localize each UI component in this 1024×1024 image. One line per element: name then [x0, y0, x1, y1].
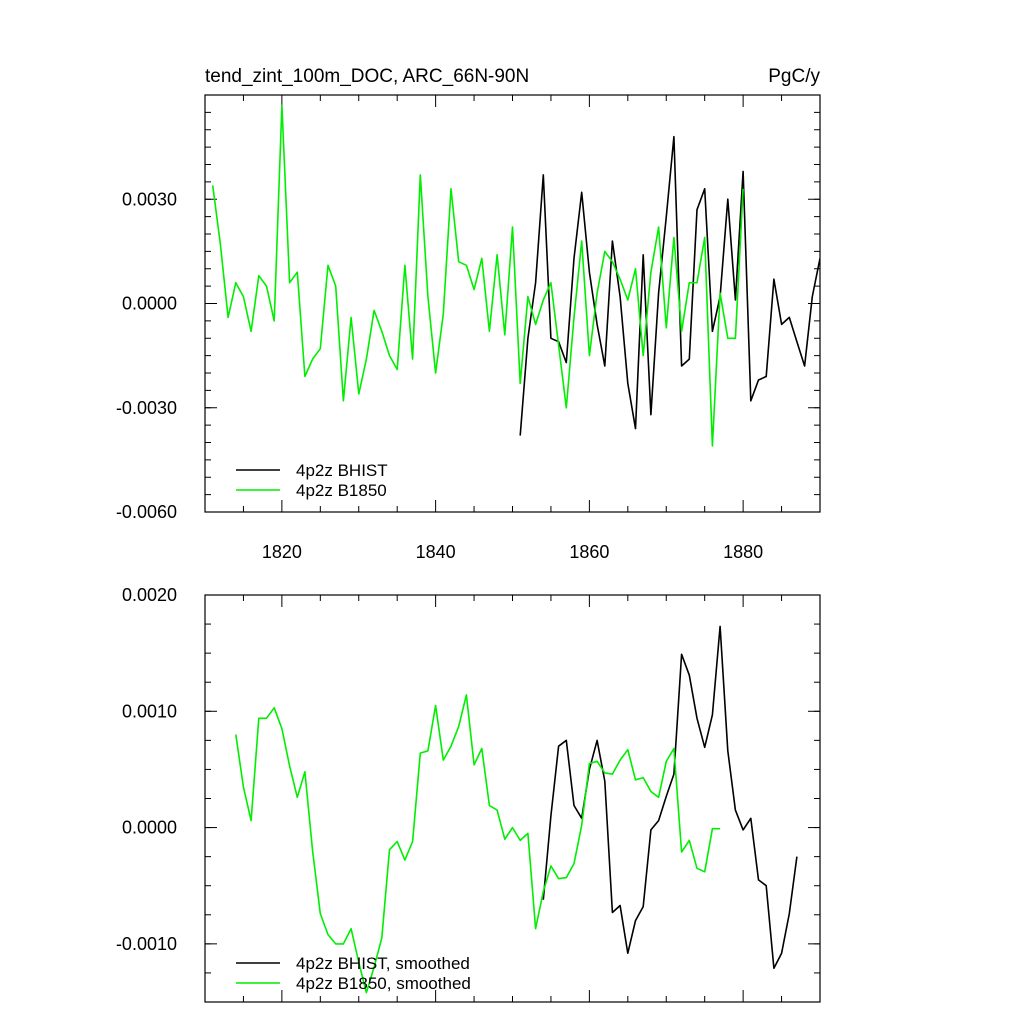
legend-label: 4p2z B1850 [296, 481, 387, 500]
x-tick-label: 1860 [569, 542, 609, 562]
bottom-panel: -0.0010 0.0000 0.0010 0.0020 4p2z BHIST, smo… [116, 585, 821, 1003]
series-line-bhist [519, 135, 820, 436]
y-tick-label: 0.0000 [122, 818, 177, 838]
plot-frame [204, 594, 821, 1003]
y-tick-label: 0.0030 [122, 189, 177, 209]
legend-label: 4p2z BHIST [296, 461, 388, 480]
y-tick-label: -0.0030 [116, 398, 177, 418]
y-tick-label: 0.0020 [122, 585, 177, 605]
y-tick-label: 0.0010 [122, 701, 177, 721]
y-tick-label: -0.0060 [116, 502, 177, 522]
x-tick-label: 1820 [262, 542, 302, 562]
x-tick-label: 1840 [416, 542, 456, 562]
legend-label: 4p2z B1850, smoothed [296, 974, 471, 993]
y-tick-label: -0.0010 [116, 934, 177, 954]
plot-frame [204, 94, 821, 513]
legend-label: 4p2z BHIST, smoothed [296, 954, 470, 973]
series-line-b1850 [235, 694, 721, 994]
chart-units: PgC/y [768, 66, 820, 87]
series-line-b1850 [211, 104, 744, 447]
x-tick-label: 1880 [723, 542, 763, 562]
y-tick-label: 0.0000 [122, 294, 177, 314]
series-line-bhist [542, 625, 798, 970]
top-panel: 1820 1840 1860 1880 -0.0060 -0.0030 0.0000 0.00… [116, 66, 821, 562]
chart-title: tend_zint_100m_DOC, ARC_66N-90N [205, 66, 529, 87]
